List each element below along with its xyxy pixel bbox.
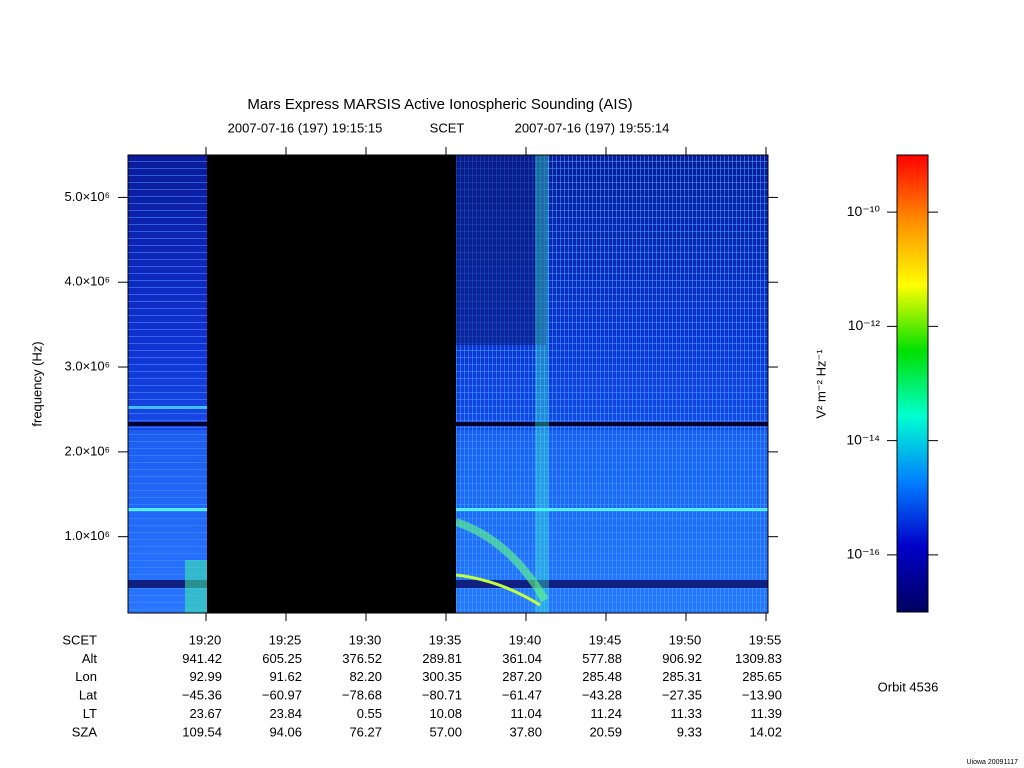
- ephemeris-value: 9.33: [677, 724, 702, 739]
- colorbar: [896, 154, 929, 613]
- ephemeris-value: 361.04: [502, 651, 542, 666]
- ephemeris-value: 285.31: [662, 669, 702, 684]
- ephemeris-value: 92.99: [189, 669, 222, 684]
- credit: Uiowa 20091117: [966, 759, 1018, 766]
- ephemeris-value: 11.04: [510, 706, 542, 721]
- ephemeris-value: −13.90: [742, 688, 782, 703]
- y-tick-label: 2.0×10⁶: [65, 443, 110, 458]
- ephemeris-row-name: Lat: [79, 688, 97, 703]
- ephemeris-row-name: SCET: [62, 632, 97, 647]
- y-axis-label: frequency (Hz): [29, 341, 44, 426]
- x-tick-label: 19:45: [589, 632, 622, 647]
- ephemeris-value: 289.81: [422, 651, 462, 666]
- x-tick-label: 19:20: [189, 632, 222, 647]
- y-tick-label: 3.0×10⁶: [65, 358, 110, 373]
- ephemeris-value: −61.47: [502, 688, 542, 703]
- ephemeris-value: 285.48: [582, 669, 622, 684]
- ephemeris-value: 300.35: [422, 669, 462, 684]
- colorbar-tick-label: 10⁻¹²: [848, 317, 881, 333]
- colorbar-label: V² m⁻² Hz⁻¹: [813, 349, 828, 419]
- ephemeris-value: −43.28: [582, 688, 622, 703]
- y-tick-label: 4.0×10⁶: [65, 274, 110, 289]
- ephemeris-value: 577.88: [582, 651, 622, 666]
- ephemeris-value: 11.33: [670, 706, 702, 721]
- ephemeris-row-name: Alt: [82, 651, 98, 666]
- ephemeris-value: 23.84: [269, 706, 302, 721]
- ephemeris-row-name: LT: [83, 706, 97, 721]
- chart-title: Mars Express MARSIS Active Ionospheric S…: [247, 96, 632, 113]
- ephemeris-value: 376.52: [342, 651, 382, 666]
- ephemeris-value: 10.08: [429, 706, 462, 721]
- ephemeris-value: 287.20: [502, 669, 542, 684]
- orbit: Orbit 4536: [878, 679, 939, 694]
- y-tick-label: 1.0×10⁶: [65, 528, 110, 543]
- ephemeris-value: 941.42: [182, 651, 222, 666]
- ephemeris-value: 91.62: [269, 669, 302, 684]
- ephemeris-value: 20.59: [589, 724, 622, 739]
- ephemeris-row-name: Lon: [75, 669, 97, 684]
- ephemeris-value: −45.36: [182, 688, 222, 703]
- ephemeris-value: 285.65: [742, 669, 782, 684]
- ephemeris-value: 57.00: [429, 724, 462, 739]
- ephemeris-value: 23.67: [189, 706, 222, 721]
- ephemeris-value: −60.97: [262, 688, 302, 703]
- start-time: 2007-07-16 (197) 19:15:15: [228, 120, 383, 135]
- y-tick-label: 5.0×10⁶: [65, 189, 110, 204]
- time-system: SCET: [430, 120, 465, 135]
- ephemeris-value: 109.54: [182, 724, 222, 739]
- ephemeris-value: 94.06: [269, 724, 302, 739]
- ephemeris-value: 82.20: [349, 669, 382, 684]
- x-tick-label: 19:55: [749, 632, 782, 647]
- ephemeris-value: −27.35: [662, 688, 702, 703]
- ephemeris-value: 37.80: [509, 724, 542, 739]
- x-tick-label: 19:30: [349, 632, 382, 647]
- ephemeris-value: 906.92: [662, 651, 702, 666]
- ephemeris-value: 605.25: [262, 651, 302, 666]
- spectrogram: [127, 154, 769, 614]
- ephemeris-value: 11.39: [750, 706, 782, 721]
- ephemeris-value: −78.68: [342, 688, 382, 703]
- end-time: 2007-07-16 (197) 19:55:14: [515, 120, 670, 135]
- ephemeris-value: 0.55: [357, 706, 382, 721]
- x-tick-label: 19:35: [429, 632, 462, 647]
- ephemeris-row-name: SZA: [72, 724, 98, 739]
- ephemeris-value: 11.24: [590, 706, 622, 721]
- x-tick-label: 19:40: [509, 632, 542, 647]
- x-tick-label: 19:25: [269, 632, 302, 647]
- colorbar-tick-label: 10⁻¹⁶: [847, 546, 880, 562]
- ephemeris-value: 76.27: [349, 724, 382, 739]
- colorbar-tick-label: 10⁻¹⁴: [846, 431, 880, 447]
- colorbar-tick-label: 10⁻¹⁰: [847, 203, 881, 219]
- ephemeris-value: 14.02: [749, 724, 782, 739]
- ephemeris-value: −80.71: [422, 688, 462, 703]
- ephemeris-value: 1309.83: [735, 651, 782, 666]
- x-tick-label: 19:50: [669, 632, 702, 647]
